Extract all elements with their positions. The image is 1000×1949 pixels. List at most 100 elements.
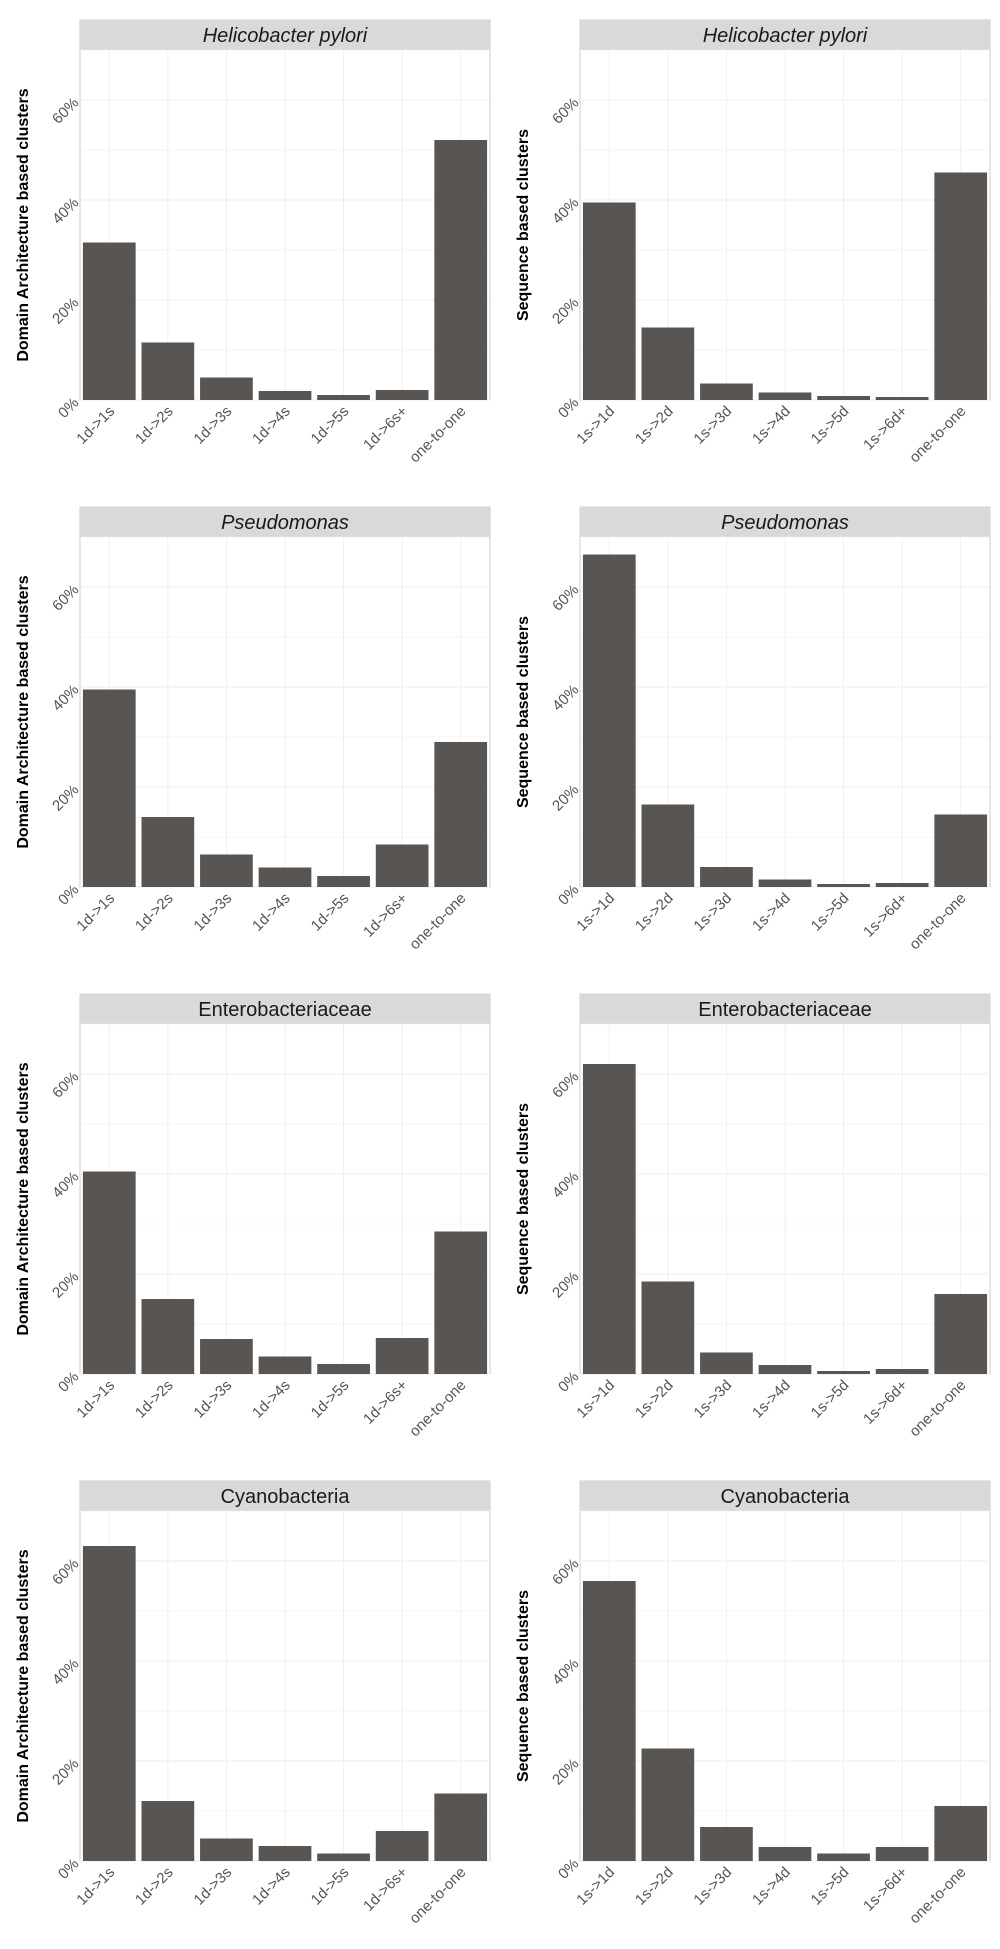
y-tick-label: 0% <box>555 394 582 421</box>
x-tick-label: one-to-one <box>406 403 469 466</box>
bar <box>641 1281 695 1374</box>
bar <box>375 1831 429 1861</box>
x-tick-label: 1s->3d <box>690 1377 735 1422</box>
bar <box>700 383 753 400</box>
bar <box>758 392 812 400</box>
x-tick-label: 1s->5d <box>808 890 853 935</box>
y-tick-label: 40% <box>549 1655 582 1688</box>
y-tick-label: 0% <box>555 1368 582 1395</box>
bar <box>700 1352 753 1374</box>
x-tick-label: 1d->3s <box>190 1864 235 1909</box>
facet-title: Helicobacter pylori <box>703 25 868 47</box>
bar <box>200 377 253 400</box>
x-tick-label: 1d->2s <box>132 1864 177 1909</box>
bar <box>258 867 312 887</box>
y-tick-label: 20% <box>549 1268 582 1301</box>
y-tick-label: 20% <box>549 294 582 327</box>
x-tick-label: 1d->4s <box>249 1864 294 1909</box>
x-tick-label: 1s->1d <box>573 403 618 448</box>
bar <box>817 884 870 887</box>
x-tick-label: one-to-one <box>406 1864 469 1927</box>
bar-chart: Enterobacteriaceae 0% 20% 40% 60% 1d->1s 1d->2… <box>15 993 491 1440</box>
bar <box>258 391 312 400</box>
x-tick-label: one-to-one <box>906 403 969 466</box>
x-tick-label: 1d->4s <box>249 890 294 935</box>
y-tick-label: 40% <box>49 681 82 714</box>
x-tick-label: 1s->3d <box>690 890 735 935</box>
bar <box>582 1581 636 1861</box>
y-tick-label: 20% <box>49 294 82 327</box>
y-axis-label: Sequence based clusters <box>515 129 532 321</box>
x-tick-label: 1d->2s <box>132 890 177 935</box>
x-tick-label: 1d->3s <box>190 1377 235 1422</box>
facet-strip <box>580 507 990 537</box>
facet-title: Cyanobacteria <box>221 1486 351 1508</box>
bar-chart: Helicobacter pylori 0% 20% 40% 60% 1s->1d 1s->… <box>515 19 991 466</box>
x-tick-label: 1d->5s <box>308 1864 353 1909</box>
y-tick-label: 40% <box>549 681 582 714</box>
x-tick-label: 1s->2d <box>632 890 677 935</box>
x-tick-label: 1d->3s <box>190 890 235 935</box>
bar <box>434 140 488 400</box>
bar <box>317 876 370 887</box>
y-tick-label: 0% <box>55 1368 82 1395</box>
y-axis-label: Domain Architecture based clusters <box>15 1062 32 1335</box>
y-tick-label: 60% <box>49 581 82 614</box>
y-tick-label: 60% <box>549 94 582 127</box>
x-tick-label: 1d->6s+ <box>360 890 411 941</box>
y-tick-label: 20% <box>549 781 582 814</box>
y-tick-label: 20% <box>49 781 82 814</box>
bar <box>582 1064 636 1374</box>
chart-panel: Enterobacteriaceae 0% 20% 40% 60% 1d->1s 1d->2… <box>0 974 500 1461</box>
y-tick-label: 40% <box>549 194 582 227</box>
y-tick-label: 60% <box>549 581 582 614</box>
x-tick-label: 1s->1d <box>573 890 618 935</box>
bar <box>641 804 695 887</box>
bar <box>82 242 136 400</box>
x-tick-label: 1d->6s+ <box>360 1377 411 1428</box>
bar <box>875 397 929 400</box>
bar <box>758 879 812 887</box>
bar-chart: Pseudomonas 0% 20% 40% 60% 1d->1s 1d->2s 1d->3s… <box>15 506 491 953</box>
y-axis-label: Domain Architecture based clusters <box>15 88 32 361</box>
bar <box>817 1853 870 1861</box>
y-axis-label: Sequence based clusters <box>515 616 532 808</box>
facet-strip <box>580 1481 990 1511</box>
y-tick-label: 40% <box>49 1655 82 1688</box>
facet-title: Helicobacter pylori <box>203 25 368 47</box>
bar <box>375 1338 429 1374</box>
bar <box>141 342 195 400</box>
bar <box>434 1793 488 1861</box>
x-tick-label: 1d->5s <box>308 1377 353 1422</box>
bar-chart: Pseudomonas 0% 20% 40% 60% 1s->1d 1s->2d 1s->3d… <box>515 506 991 953</box>
bar <box>875 1369 929 1374</box>
y-tick-label: 0% <box>55 394 82 421</box>
bar <box>434 1231 488 1374</box>
y-tick-label: 20% <box>549 1755 582 1788</box>
chart-panel: Enterobacteriaceae 0% 20% 40% 60% 1s->1d 1s->2… <box>500 974 1000 1461</box>
y-tick-label: 0% <box>555 881 582 908</box>
x-tick-label: 1d->1s <box>73 1377 118 1422</box>
y-tick-label: 20% <box>49 1268 82 1301</box>
bar <box>817 1371 870 1374</box>
x-tick-label: 1d->3s <box>190 403 235 448</box>
bar <box>200 1339 253 1374</box>
y-axis-label: Domain Architecture based clusters <box>15 575 32 848</box>
bar <box>434 742 488 887</box>
bar-chart: Enterobacteriaceae 0% 20% 40% 60% 1s->1d 1s->2… <box>515 993 991 1440</box>
y-tick-label: 40% <box>49 1168 82 1201</box>
chart-panel: Helicobacter pylori 0% 20% 40% 60% 1d->1s 1d->… <box>0 0 500 487</box>
bar <box>141 1801 195 1861</box>
y-tick-label: 60% <box>549 1555 582 1588</box>
x-tick-label: 1d->6s+ <box>360 1864 411 1915</box>
bar <box>641 1748 695 1861</box>
chart-panel: Cyanobacteria 0% 20% 40% 60% 1d->1s 1d->2s 1d->… <box>0 1461 500 1948</box>
chart-panel: Pseudomonas 0% 20% 40% 60% 1d->1s 1d->2s 1d->3s… <box>0 487 500 974</box>
x-tick-label: 1d->4s <box>249 403 294 448</box>
bar <box>817 396 870 400</box>
x-tick-label: 1d->2s <box>132 403 177 448</box>
x-tick-label: one-to-one <box>906 890 969 953</box>
bar <box>317 1364 370 1374</box>
y-tick-label: 60% <box>49 1555 82 1588</box>
